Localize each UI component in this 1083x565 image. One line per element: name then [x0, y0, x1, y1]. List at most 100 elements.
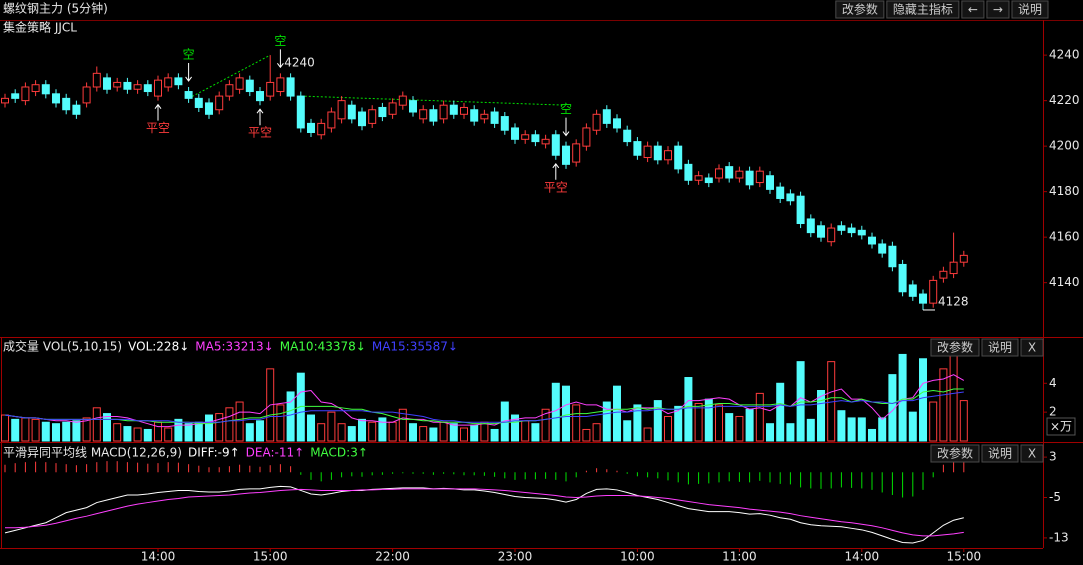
button[interactable]: 改参数: [930, 338, 980, 357]
x-tick-label: 11:00: [722, 550, 757, 564]
button-frame[interactable]: [835, 0, 885, 19]
button[interactable]: ←: [961, 0, 985, 19]
button-frame[interactable]: [961, 0, 985, 19]
candle-body: [959, 254, 968, 263]
volume-bar: [745, 408, 754, 442]
button[interactable]: X: [1020, 444, 1044, 463]
candle-body: [358, 111, 366, 127]
candle-body: [347, 104, 356, 120]
x-tick-label: 22:00: [375, 550, 410, 564]
button-frame[interactable]: [1020, 444, 1044, 463]
candle-body: [307, 122, 315, 133]
volume-bar: [378, 417, 387, 442]
candle-body: [582, 127, 591, 147]
button-label[interactable]: 说明: [1018, 2, 1042, 17]
readout: VOL:228↓: [128, 340, 189, 354]
button-frame[interactable]: [930, 444, 980, 463]
indicator-line: [4, 485, 964, 544]
volume-bar: [113, 423, 122, 442]
candle-body: [551, 134, 560, 156]
candle-body: [1, 97, 9, 104]
candle-body: [898, 263, 907, 293]
button-frame[interactable]: [886, 0, 960, 19]
signal-arrow: [277, 49, 284, 69]
x-tick-label: 15:00: [947, 550, 982, 564]
button-frame[interactable]: [930, 338, 980, 357]
candle-body: [878, 243, 887, 254]
volume-bar: [368, 421, 377, 442]
button-label[interactable]: ←: [968, 3, 978, 17]
button[interactable]: 改参数: [835, 0, 885, 19]
button[interactable]: X: [1020, 338, 1044, 357]
candle-body: [82, 86, 91, 104]
button[interactable]: 改参数: [930, 444, 980, 463]
candle-body: [664, 150, 672, 161]
candle-body: [766, 175, 774, 190]
button-label[interactable]: 隐藏主指标: [893, 2, 953, 17]
button-label[interactable]: 改参数: [937, 446, 973, 461]
y-tick-label: 3: [1049, 450, 1057, 464]
candle-body: [868, 236, 876, 245]
volume-bar: [511, 414, 519, 442]
volume-bar: [143, 428, 152, 442]
candle-body: [266, 81, 275, 97]
volume-bar: [307, 414, 315, 442]
y-tick-label: 2: [1049, 405, 1057, 419]
panel-title: 成交量 VOL(5,10,15): [3, 339, 122, 354]
candle-body: [133, 84, 142, 90]
volume-bar: [592, 423, 601, 442]
volume-bar: [562, 385, 570, 442]
candle-body: [164, 77, 173, 88]
volume-bar: [796, 361, 805, 442]
volume-bar: [766, 423, 774, 442]
button-label[interactable]: 说明: [988, 340, 1012, 355]
candle-body: [429, 109, 438, 122]
button-frame[interactable]: [981, 338, 1019, 357]
x-tick-label: 23:00: [498, 550, 533, 564]
button-frame[interactable]: [981, 444, 1019, 463]
volume-bar: [245, 423, 254, 442]
button-frame[interactable]: [1020, 338, 1044, 357]
candle-body: [276, 77, 285, 93]
candle-body: [929, 279, 938, 304]
button-label[interactable]: X: [1028, 341, 1036, 355]
button-label[interactable]: 改参数: [937, 340, 973, 355]
y-tick-label: 4200: [1049, 139, 1080, 153]
button-frame[interactable]: [986, 0, 1010, 19]
candle-body: [378, 106, 387, 118]
volume-bar: [72, 420, 81, 442]
button-label[interactable]: →: [993, 3, 1003, 17]
button[interactable]: 说明: [981, 338, 1019, 357]
candle-body: [684, 163, 693, 181]
button-frame[interactable]: [1011, 0, 1049, 19]
button-label[interactable]: 说明: [988, 446, 1012, 461]
volume-bar: [674, 405, 683, 442]
button-label[interactable]: X: [1028, 447, 1036, 461]
candle-body: [470, 109, 479, 122]
candle-body: [419, 109, 428, 120]
volume-bar: [460, 427, 468, 442]
candle-body: [460, 106, 468, 115]
candle-body: [62, 97, 71, 111]
button[interactable]: →: [986, 0, 1010, 19]
volume-bar: [409, 423, 417, 442]
button[interactable]: 说明: [981, 444, 1019, 463]
volume-bar: [572, 404, 581, 442]
y-tick-label: 4160: [1049, 230, 1080, 244]
button-label[interactable]: 改参数: [842, 2, 878, 17]
candle-body: [123, 81, 132, 90]
candle-body: [623, 129, 632, 143]
indicator-line: [4, 391, 964, 423]
candle-body: [72, 104, 81, 115]
candle-body: [786, 193, 795, 202]
candle-body: [653, 145, 662, 161]
volume-bar: [256, 420, 264, 442]
button[interactable]: 隐藏主指标: [886, 0, 960, 19]
cover-signal: 平空: [544, 180, 568, 194]
candle-body: [725, 166, 734, 179]
candle-body: [806, 218, 815, 234]
volume-bar: [317, 423, 326, 442]
volume-bar: [582, 428, 591, 442]
button[interactable]: 说明: [1011, 0, 1049, 19]
